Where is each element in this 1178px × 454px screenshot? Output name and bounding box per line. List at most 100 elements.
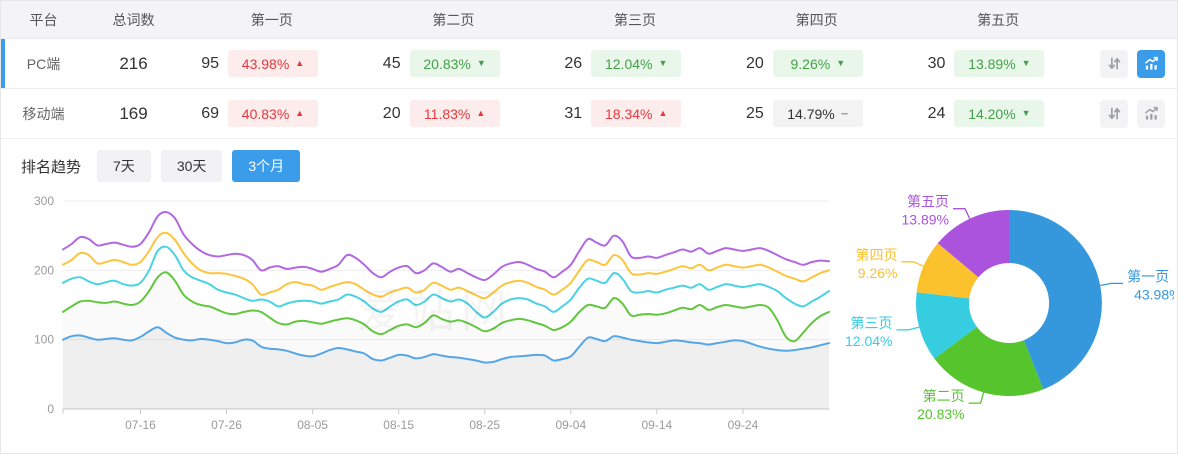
- svg-text:300: 300: [34, 194, 54, 208]
- line-chart-container: 爱站网 07-16 07-26 08-05 08-15 08-25 09-04 09-14 0…: [19, 187, 841, 453]
- total-words-value: 216: [119, 53, 148, 73]
- trend-chart-button[interactable]: [1137, 99, 1165, 128]
- svg-text:43.98%: 43.98%: [1134, 286, 1174, 302]
- row-actions: [1089, 49, 1177, 78]
- svg-text:9.26%: 9.26%: [858, 265, 898, 281]
- table-row-mobile[interactable]: 移动端 169 69 40.83% ▲ 20 11.83% ▲ 31 18.34% ▲…: [1, 89, 1177, 139]
- trend-chart-icon: [1144, 56, 1158, 70]
- sort-arrows-icon: [1108, 107, 1120, 120]
- svg-text:第五页: 第五页: [907, 194, 949, 210]
- watermark: 爱站网: [357, 285, 513, 337]
- page3-count: 26: [564, 54, 583, 72]
- platform-label: PC端: [26, 55, 61, 72]
- trend-arrow-icon: ▲: [295, 108, 305, 118]
- trend-toolbar: 排名趋势 7天 30天 3个月: [1, 139, 1177, 187]
- change-pct: 13.89%: [968, 55, 1016, 72]
- page4-cell: 25 14.79% −: [726, 100, 908, 127]
- trend-arrow-icon: ▼: [1021, 108, 1031, 118]
- sort-arrows-icon: [1108, 57, 1120, 70]
- page3-cell: 26 12.04% ▼: [544, 50, 726, 77]
- svg-text:09-14: 09-14: [642, 418, 673, 432]
- page5-count: 24: [927, 104, 946, 122]
- tab-30days[interactable]: 30天: [160, 150, 223, 182]
- trend-arrow-icon: ▼: [476, 58, 486, 68]
- change-pct: 43.98%: [241, 55, 290, 72]
- svg-text:09-24: 09-24: [728, 418, 759, 432]
- page5-cell: 30 13.89% ▼: [907, 50, 1089, 77]
- col-header-total: 总词数: [112, 11, 155, 28]
- trend-arrow-icon: ▼: [1021, 58, 1031, 68]
- change-pct: 14.20%: [968, 105, 1016, 122]
- col-header-page2: 第二页: [432, 11, 475, 28]
- trend-arrow-icon: ▼: [836, 58, 846, 68]
- change-badge: 9.26% ▼: [772, 50, 863, 77]
- svg-text:第三页: 第三页: [851, 315, 893, 331]
- change-badge: 14.79% −: [772, 100, 863, 127]
- svg-text:08-05: 08-05: [297, 418, 328, 432]
- change-pct: 11.83%: [423, 105, 471, 122]
- svg-text:07-16: 07-16: [125, 418, 156, 432]
- page4-count: 20: [746, 54, 764, 72]
- donut-chart: 第一页 43.98% 第二页 20.83% 第三页 12.04% 第四页 9.26% 第五页 13…: [845, 194, 1174, 422]
- line-chart: 07-16 07-26 08-05 08-15 08-25 09-04 09-14 09-24…: [34, 194, 830, 432]
- col-header-page1: 第一页: [250, 11, 293, 28]
- trend-arrow-icon: ▲: [295, 58, 305, 68]
- trend-arrow-icon: ▲: [476, 108, 486, 118]
- svg-text:09-04: 09-04: [555, 418, 586, 432]
- svg-text:08-25: 08-25: [469, 418, 500, 432]
- page5-count: 30: [927, 54, 946, 72]
- change-badge: 12.04% ▼: [591, 50, 682, 77]
- change-pct: 40.83%: [241, 105, 290, 122]
- change-pct: 20.83%: [423, 55, 471, 72]
- page1-count: 69: [201, 104, 219, 122]
- trend-arrow-icon: ▲: [658, 108, 668, 118]
- svg-text:07-26: 07-26: [211, 418, 242, 432]
- page3-cell: 31 18.34% ▲: [544, 100, 726, 127]
- trend-arrow-icon: ▼: [658, 58, 668, 68]
- col-header-platform: 平台: [29, 11, 58, 28]
- sort-button[interactable]: [1100, 99, 1128, 128]
- change-badge: 40.83% ▲: [228, 100, 318, 127]
- total-words-value: 169: [119, 103, 148, 123]
- change-badge: 14.20% ▼: [954, 100, 1045, 127]
- page2-count: 20: [382, 104, 401, 122]
- page1-cell: 69 40.83% ▲: [181, 100, 363, 127]
- tab-7days[interactable]: 7天: [97, 150, 151, 182]
- page4-count: 25: [746, 104, 764, 122]
- change-pct: 12.04%: [604, 55, 653, 72]
- col-header-page4: 第四页: [795, 11, 838, 28]
- page1-cell: 95 43.98% ▲: [181, 50, 363, 77]
- svg-text:20.83%: 20.83%: [917, 406, 964, 422]
- page1-count: 95: [201, 54, 219, 72]
- svg-text:第一页: 第一页: [1127, 268, 1169, 284]
- change-badge: 43.98% ▲: [228, 50, 318, 77]
- page2-cell: 45 20.83% ▼: [363, 50, 545, 77]
- svg-text:第四页: 第四页: [856, 247, 898, 263]
- change-pct: 9.26%: [790, 55, 831, 72]
- change-badge: 20.83% ▼: [409, 50, 500, 77]
- page2-cell: 20 11.83% ▲: [363, 100, 545, 127]
- change-pct: 14.79%: [787, 105, 835, 122]
- svg-text:200: 200: [34, 263, 54, 277]
- sort-button[interactable]: [1100, 49, 1128, 78]
- page5-cell: 24 14.20% ▼: [907, 100, 1089, 127]
- trend-title: 排名趋势: [21, 158, 82, 176]
- row-actions: [1089, 99, 1177, 128]
- tab-3months[interactable]: 3个月: [232, 150, 301, 182]
- page4-cell: 20 9.26% ▼: [726, 50, 908, 77]
- svg-text:第二页: 第二页: [923, 388, 965, 404]
- charts-area: 爱站网 07-16 07-26 08-05 08-15 08-25 09-04 09-14 0…: [1, 187, 1177, 453]
- change-badge: 11.83% ▲: [409, 100, 500, 127]
- col-header-page5: 第五页: [977, 11, 1020, 28]
- svg-text:13.89%: 13.89%: [902, 212, 949, 228]
- change-badge: 13.89% ▼: [954, 50, 1045, 77]
- donut-chart-container: 第一页 43.98% 第二页 20.83% 第三页 12.04% 第四页 9.26% 第五页 13…: [841, 187, 1174, 453]
- svg-text:08-15: 08-15: [383, 418, 414, 432]
- trend-chart-button[interactable]: [1137, 49, 1165, 78]
- trend-arrow-icon: −: [840, 106, 849, 121]
- table-row-pc[interactable]: PC端 216 95 43.98% ▲ 45 20.83% ▼ 26 12.04% ▼…: [1, 39, 1177, 89]
- col-header-page3: 第三页: [613, 11, 656, 28]
- svg-text:12.04%: 12.04%: [845, 333, 892, 349]
- change-pct: 18.34%: [604, 105, 653, 122]
